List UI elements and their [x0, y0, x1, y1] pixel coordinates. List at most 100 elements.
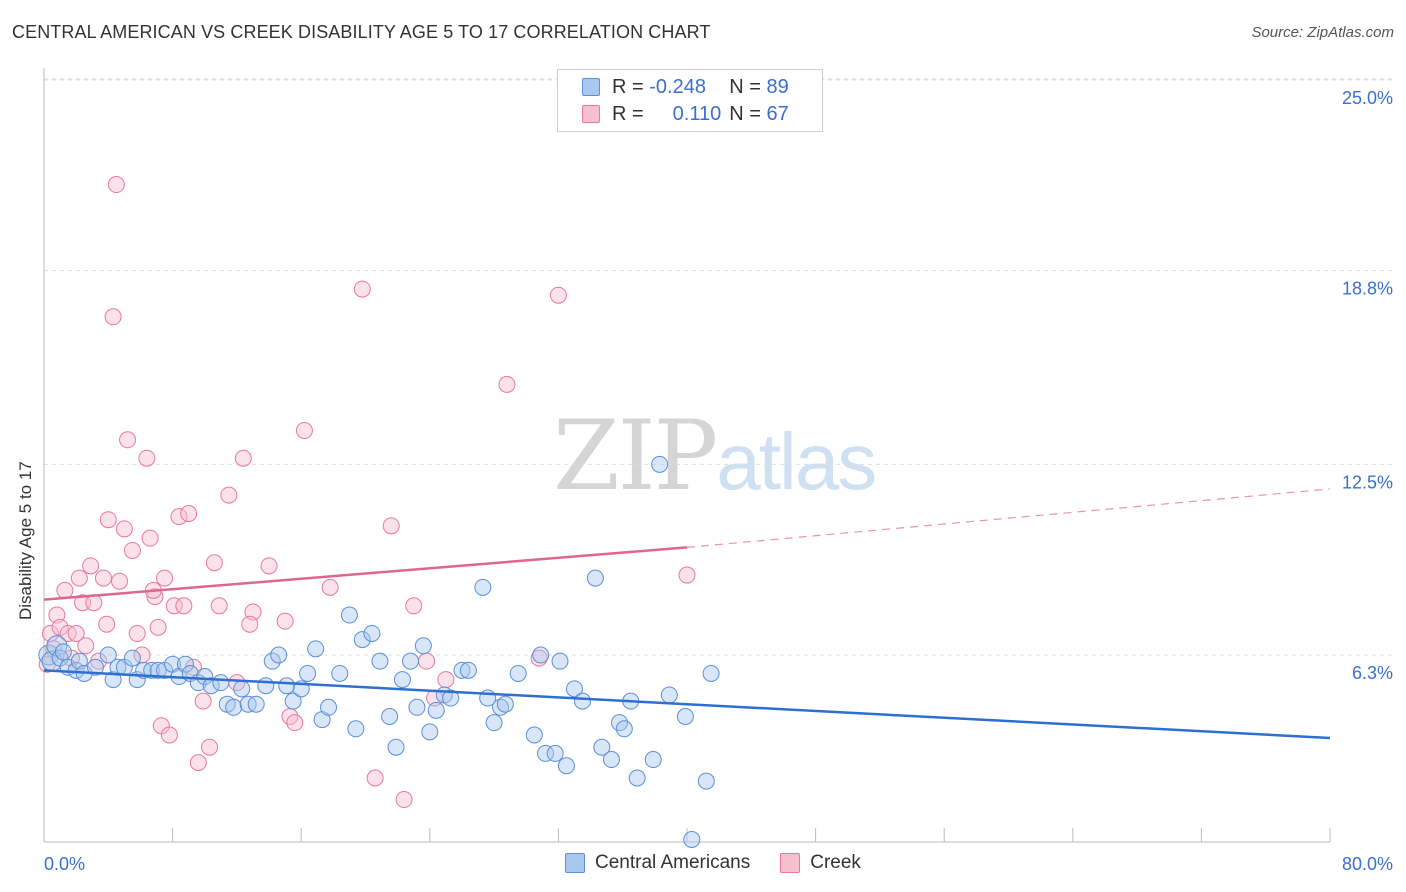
central-americans-point [602, 751, 620, 769]
central-americans-point [270, 646, 288, 664]
central-americans-point [414, 637, 432, 655]
creek-point [549, 286, 567, 304]
source-label: Source: ZipAtlas.com [1251, 24, 1394, 41]
creek-point [180, 505, 198, 523]
central-americans-point [676, 707, 694, 725]
central-americans-point [320, 698, 338, 716]
central-americans-point [427, 701, 445, 719]
n-value: 89 [766, 75, 789, 98]
n-label: N = [729, 102, 761, 125]
watermark: ZIPatlas [553, 400, 877, 512]
central-americans-point [86, 658, 104, 676]
central-americans-point [644, 751, 662, 769]
central-americans-point [442, 689, 460, 707]
central-americans-point [453, 661, 471, 679]
central-americans-point [683, 830, 701, 848]
x-tick-label: 0.0% [44, 854, 85, 874]
creek-point [175, 597, 193, 615]
central-americans-point [615, 720, 633, 738]
legend-label: Central Americans [595, 852, 751, 873]
y-tick-label: 25.0% [1342, 88, 1393, 108]
creek-point [405, 597, 423, 615]
stats-row-central-americans: R = -0.248 N = 89 [582, 75, 789, 99]
creek-point [67, 624, 85, 642]
central-americans-point [459, 661, 477, 679]
central-americans-point [371, 652, 389, 670]
n-value: 67 [766, 102, 789, 125]
central-americans-point [496, 695, 514, 713]
series-legend: Central Americans Creek [565, 852, 891, 874]
central-americans-point [299, 664, 317, 682]
creek-point [498, 375, 516, 393]
central-americans-point [149, 661, 167, 679]
creek-point [146, 588, 164, 606]
watermark-atlas: atlas [716, 417, 877, 506]
central-americans-point [233, 680, 251, 698]
creek-point [82, 557, 100, 575]
creek-point [194, 692, 212, 710]
central-americans-point [509, 664, 527, 682]
creek-point [353, 280, 371, 298]
pink-swatch [780, 853, 801, 873]
creek-point [234, 449, 252, 467]
creek-point [205, 554, 223, 572]
central-americans-point [340, 606, 358, 624]
creek-point [165, 597, 183, 615]
central-americans-point [660, 686, 678, 704]
creek-point [241, 615, 259, 633]
creek-point [111, 572, 129, 590]
creek-point [170, 508, 188, 526]
legend-item-creek: Creek [780, 852, 861, 874]
creek-point [77, 637, 95, 655]
central-americans-point [381, 707, 399, 725]
central-americans-point [212, 674, 230, 692]
central-americans-point [247, 695, 265, 713]
creek-point [123, 541, 141, 559]
creek-point [56, 581, 74, 599]
y-tick-label: 18.8% [1342, 279, 1393, 299]
creek-point [220, 486, 238, 504]
creek-point [141, 529, 159, 547]
y-tick-label: 12.5% [1342, 472, 1393, 492]
central-americans-point [196, 668, 214, 686]
creek-point [98, 615, 116, 633]
creek-point [366, 769, 384, 787]
central-americans-point [143, 661, 161, 679]
central-americans-point [402, 652, 420, 670]
legend-item-central-americans: Central Americans [565, 852, 750, 874]
creek-point [149, 618, 167, 636]
stats-row-creek: R = 0.110 N = 67 [582, 102, 789, 126]
creek-point [156, 569, 174, 587]
creek-trendline [43, 546, 688, 601]
central-americans-point [525, 726, 543, 744]
central-americans-point [532, 646, 550, 664]
y-tick-label: 6.3% [1352, 663, 1393, 683]
y-axis-label: Disability Age 5 to 17 [16, 461, 35, 620]
creek-point [201, 738, 219, 756]
creek-point [94, 569, 112, 587]
central-americans-point [38, 644, 60, 666]
creek-point [104, 308, 122, 326]
central-americans-point [278, 677, 296, 695]
central-americans-point [485, 714, 503, 732]
stats-legend: R = -0.248 N = 89 R = 0.110 N = 67 [557, 69, 823, 132]
r-value: -0.248 [649, 75, 706, 98]
central-americans-point [474, 578, 492, 596]
central-americans-point [546, 744, 564, 762]
blue-swatch [582, 78, 600, 96]
creek-point [189, 754, 207, 772]
central-americans-point [393, 671, 411, 689]
central-americans-point [257, 677, 275, 695]
central-americans-point [697, 772, 715, 790]
central-americans-point [225, 698, 243, 716]
central-americans-point [284, 692, 302, 710]
creek-point [437, 671, 455, 689]
creek-point [295, 422, 313, 440]
creek-point [321, 578, 339, 596]
creek-point [210, 597, 228, 615]
central-americans-point [551, 652, 569, 670]
creek-point [70, 569, 88, 587]
creek-point [99, 511, 117, 529]
creek-point [395, 791, 413, 809]
